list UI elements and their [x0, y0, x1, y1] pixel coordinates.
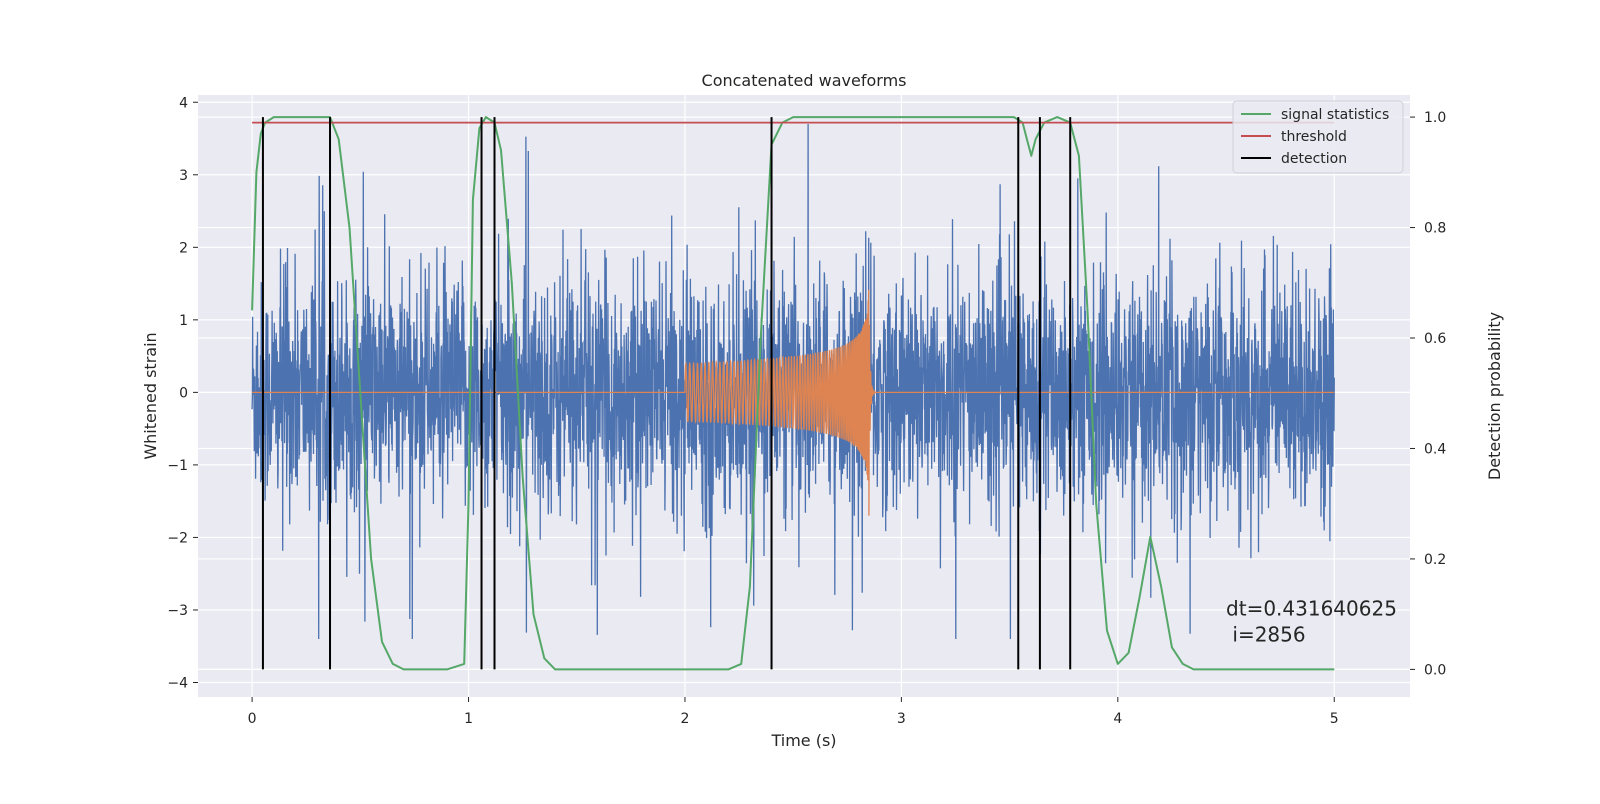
legend-label: detection — [1281, 151, 1347, 167]
legend-label: threshold — [1281, 129, 1347, 145]
y-axis-label-right: Detection probability — [1485, 312, 1504, 480]
x-tick-label: 4 — [1113, 711, 1122, 727]
waveform-series-line — [252, 289, 1335, 516]
legend-box — [1232, 100, 1404, 174]
x-tick-label: 0 — [248, 711, 257, 727]
y-left-tick-label: −3 — [167, 603, 188, 619]
y-right-tick-label: 0.2 — [1424, 552, 1446, 568]
annotation-index: i=2856 — [1226, 623, 1306, 647]
y-left-tick-label: −1 — [167, 458, 188, 474]
series-layer — [251, 116, 1335, 671]
legend-label: signal statistics — [1281, 107, 1389, 123]
y-left-tick-label: −2 — [167, 530, 188, 546]
x-axis-label: Time (s) — [770, 731, 836, 750]
y-right-tick-label: 1.0 — [1424, 110, 1446, 126]
y-left-tick-label: 4 — [179, 95, 188, 111]
signal-statistics-line — [251, 116, 1335, 671]
y-left-tick-label: −4 — [167, 675, 188, 691]
y-left-tick-label: 3 — [179, 168, 188, 184]
y-right-tick-label: 0.8 — [1424, 221, 1446, 237]
y-right-tick-label: 0.6 — [1424, 331, 1446, 347]
x-tick-label: 1 — [464, 711, 473, 727]
x-tick-label: 2 — [681, 711, 690, 727]
axes-layer: 0 1 2 3 4 5 −4 −3 −2 −1 0 1 2 3 4 0.0 0.2 0.4 0.6 0.8 1.0 — [167, 95, 1446, 727]
chart-title: Concatenated waveforms — [702, 71, 907, 90]
y-right-tick-label: 0.4 — [1424, 441, 1446, 457]
y-axis-label-left: Whitened strain — [141, 332, 160, 459]
y-left-tick-label: 1 — [179, 313, 188, 329]
noise-series-line — [251, 123, 1335, 640]
legend: signal statistics threshold detection — [1232, 100, 1404, 174]
y-left-tick-label: 2 — [179, 240, 188, 256]
x-tick-label: 3 — [897, 711, 906, 727]
y-left-tick-label: 0 — [179, 385, 188, 401]
annotation-dt: dt=0.431640625 — [1226, 597, 1397, 621]
y-right-tick-label: 0.0 — [1424, 662, 1446, 678]
x-tick-label: 5 — [1330, 711, 1339, 727]
